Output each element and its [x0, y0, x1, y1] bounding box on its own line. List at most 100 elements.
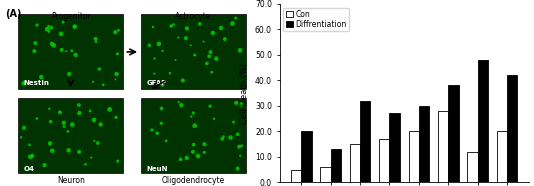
Point [183, 27, 191, 30]
Point [174, 36, 183, 39]
Point [40, 164, 49, 167]
Point [48, 42, 56, 45]
Point [162, 139, 170, 142]
Point [56, 111, 64, 114]
Point [205, 55, 214, 58]
Bar [331, 149, 341, 182]
Point [187, 115, 195, 118]
Point [114, 160, 122, 163]
Point [96, 123, 105, 126]
Point [221, 38, 229, 41]
Point [226, 136, 235, 139]
Point [89, 80, 97, 83]
Point [70, 25, 79, 28]
Point [158, 83, 167, 86]
Point [149, 25, 158, 28]
Point [20, 82, 28, 85]
Point [150, 72, 159, 75]
Bar [142, 98, 246, 173]
Point [64, 130, 72, 133]
Point [112, 116, 120, 119]
Text: GFAP: GFAP [146, 80, 167, 86]
Point [145, 44, 154, 47]
Point [62, 50, 70, 53]
Point [47, 26, 56, 29]
Point [182, 37, 190, 40]
Point [70, 25, 79, 28]
Bar [18, 15, 123, 89]
Text: Nestin: Nestin [23, 80, 50, 86]
Point [229, 121, 238, 124]
Point [17, 136, 26, 139]
Point [46, 142, 54, 145]
Point [31, 42, 40, 45]
Bar [360, 101, 370, 182]
Bar [409, 131, 419, 182]
Bar [142, 15, 246, 89]
Point [199, 40, 208, 43]
Point [159, 49, 167, 52]
Point [65, 73, 74, 76]
Point [46, 120, 55, 123]
Bar [497, 131, 507, 182]
Point [65, 149, 73, 152]
Point [68, 123, 77, 126]
Bar [320, 167, 331, 182]
Point [206, 51, 215, 54]
Point [166, 72, 174, 75]
Point [218, 137, 226, 140]
Bar [379, 139, 389, 182]
Point [236, 49, 245, 52]
Point [75, 150, 83, 153]
Text: Neuron: Neuron [57, 176, 85, 185]
Point [167, 25, 176, 28]
Point [176, 158, 185, 161]
Bar [477, 60, 488, 182]
Point [209, 31, 217, 34]
Point [25, 143, 34, 146]
Point [200, 143, 209, 146]
Point [90, 118, 98, 121]
Point [210, 117, 218, 120]
Point [206, 105, 214, 108]
Point [200, 151, 209, 154]
Point [45, 30, 53, 33]
Point [113, 52, 122, 55]
Point [28, 154, 37, 157]
Point [233, 167, 242, 170]
Point [87, 156, 96, 159]
Point [157, 122, 166, 125]
Point [212, 57, 221, 60]
Point [33, 117, 41, 120]
Point [195, 23, 204, 25]
Bar [507, 75, 517, 182]
Bar [448, 85, 459, 182]
Text: Progenitor: Progenitor [51, 12, 91, 21]
Point [48, 149, 57, 152]
Point [59, 21, 67, 24]
Point [217, 26, 225, 29]
Point [105, 108, 114, 111]
Point [44, 25, 53, 28]
Text: Astrocyte: Astrocyte [175, 12, 212, 21]
Point [112, 73, 121, 76]
Point [194, 155, 202, 158]
Point [236, 154, 245, 157]
Point [91, 37, 100, 40]
Point [20, 126, 28, 129]
Point [148, 129, 156, 132]
Point [158, 107, 166, 110]
Point [86, 109, 95, 112]
Point [208, 71, 216, 74]
Text: NeuN: NeuN [146, 166, 168, 171]
Point [219, 135, 228, 138]
Point [190, 143, 198, 146]
Bar [419, 106, 429, 182]
Point [154, 42, 163, 45]
Point [153, 132, 161, 135]
Point [189, 111, 198, 114]
Point [75, 104, 83, 107]
Bar [467, 152, 477, 182]
Point [237, 103, 245, 106]
Bar [350, 144, 360, 182]
